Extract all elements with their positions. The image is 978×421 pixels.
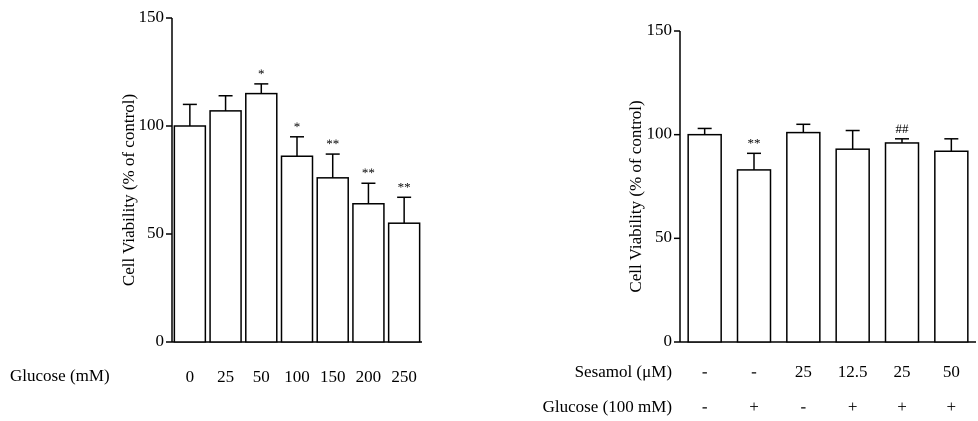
- row-label: Sesamol (μM): [575, 362, 672, 381]
- bar: [209, 110, 242, 343]
- significance-label: *: [258, 66, 265, 81]
- bar: [736, 169, 772, 343]
- y-tick-label: 0: [664, 331, 673, 350]
- row-value: 50: [943, 362, 960, 381]
- row-value: -: [702, 397, 708, 416]
- bar: [352, 203, 385, 343]
- x-tick-label: 0: [186, 367, 195, 386]
- y-tick-label: 50: [655, 227, 672, 246]
- y-tick-label: 50: [147, 223, 164, 242]
- y-tick-label: 0: [156, 331, 165, 350]
- y-tick-label: 150: [139, 7, 165, 26]
- x-tick-label: 25: [217, 367, 234, 386]
- bar: [316, 177, 349, 343]
- significance-label: **: [326, 136, 339, 151]
- x-tick-label: 150: [320, 367, 346, 386]
- x-tick-label: 100: [284, 367, 310, 386]
- row-value: -: [751, 362, 757, 381]
- bar: [835, 148, 870, 343]
- bar: [934, 150, 969, 343]
- row-value: +: [749, 397, 759, 416]
- x-axis-label: Glucose (mM): [10, 366, 110, 385]
- y-axis-label: Cell Viability (% of control): [626, 100, 645, 292]
- bar: [687, 133, 722, 343]
- y-axis-label: Cell Viability (% of control): [119, 94, 138, 286]
- row-value: -: [702, 362, 708, 381]
- bar: [245, 92, 278, 343]
- y-tick-label: 100: [139, 115, 165, 134]
- row-value: 25: [795, 362, 812, 381]
- row-value: 25: [894, 362, 911, 381]
- bar: [173, 125, 207, 343]
- significance-label: ##: [896, 121, 910, 136]
- x-tick-label: 50: [253, 367, 270, 386]
- row-value: 12.5: [838, 362, 868, 381]
- bar: [280, 155, 314, 343]
- significance-label: *: [294, 119, 301, 134]
- row-value: +: [897, 397, 907, 416]
- y-tick-label: 150: [647, 20, 673, 39]
- x-tick-label: 250: [391, 367, 417, 386]
- significance-label: **: [748, 135, 761, 150]
- bar: [387, 222, 421, 343]
- x-tick-label: 200: [356, 367, 382, 386]
- row-value: +: [848, 397, 858, 416]
- row-value: +: [947, 397, 957, 416]
- row-label: Glucose (100 mM): [543, 397, 672, 416]
- significance-label: **: [362, 165, 375, 180]
- significance-label: **: [398, 179, 411, 194]
- y-tick-label: 100: [647, 124, 673, 143]
- bar: [884, 142, 920, 343]
- bar: [786, 131, 821, 343]
- row-value: -: [800, 397, 806, 416]
